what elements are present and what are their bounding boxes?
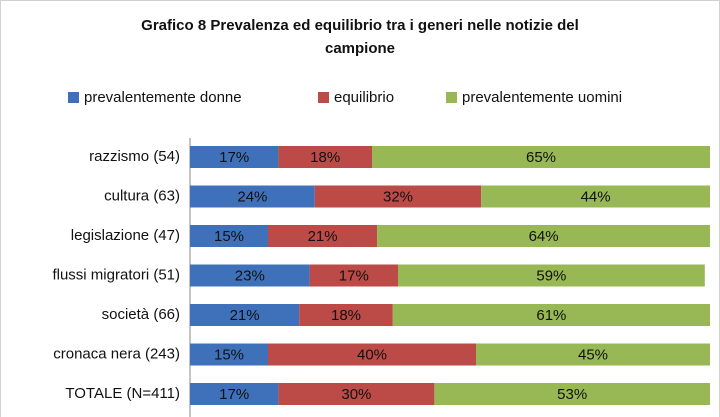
bar-segment <box>190 264 310 287</box>
data-label: 30% <box>341 386 371 403</box>
bar-segment <box>309 264 398 287</box>
bar-segment <box>392 304 710 326</box>
y-tick-label: razzismo (54) <box>89 148 180 165</box>
data-label: 18% <box>310 149 340 166</box>
data-label: 21% <box>308 228 338 245</box>
bar-segment <box>190 225 268 247</box>
data-label: 24% <box>237 188 267 205</box>
data-label: 64% <box>529 228 559 245</box>
bar-segment <box>278 146 372 168</box>
data-label: 17% <box>219 149 249 166</box>
y-tick-label: TOTALE (N=411) <box>65 385 180 402</box>
bar-segment <box>268 225 378 247</box>
legend-swatch <box>68 92 79 103</box>
data-label: 18% <box>331 307 361 324</box>
bar-segment <box>190 383 279 405</box>
legend-swatch <box>318 92 329 103</box>
bar-segment <box>372 146 710 168</box>
data-label: 15% <box>214 228 244 245</box>
chart-title: Grafico 8 Prevalenza ed equilibrio tra i… <box>141 17 579 57</box>
legend-swatch <box>446 92 457 103</box>
data-label: 40% <box>357 346 387 363</box>
bar-segment <box>434 383 710 405</box>
bar-segment <box>268 343 476 366</box>
bar-segment <box>377 225 710 247</box>
bar-segment <box>314 185 482 208</box>
data-label: 53% <box>557 386 587 403</box>
data-label: 32% <box>383 188 413 205</box>
data-label: 44% <box>581 188 611 205</box>
bar-segment <box>190 185 315 208</box>
legend-label: equilibrio <box>334 89 394 106</box>
bar-segment <box>190 304 300 326</box>
data-label: 21% <box>230 307 260 324</box>
y-tick-label: flussi migratori (51) <box>52 266 180 283</box>
data-label: 17% <box>219 386 249 403</box>
y-tick-label: cronaca nera (243) <box>53 345 180 362</box>
data-label: 15% <box>214 346 244 363</box>
bar-segment <box>278 383 435 405</box>
y-tick-label: società (66) <box>102 306 180 323</box>
data-label: 45% <box>578 346 608 363</box>
bar-segment <box>190 146 279 168</box>
data-label: 17% <box>339 267 369 284</box>
bar-segment <box>398 264 705 287</box>
data-label: 65% <box>526 149 556 166</box>
data-label: 61% <box>536 307 566 324</box>
data-label: 23% <box>235 267 265 284</box>
y-tick-label: cultura (63) <box>104 187 180 204</box>
bar-segment <box>190 343 268 366</box>
y-tick-label: legislazione (47) <box>71 227 180 244</box>
legend-label: prevalentemente uomini <box>462 89 622 106</box>
legend-label: prevalentemente donne <box>84 89 242 106</box>
bar-segment <box>481 185 710 208</box>
bar-segment <box>299 304 393 326</box>
data-label: 59% <box>536 267 566 284</box>
bar-segment <box>476 343 710 366</box>
